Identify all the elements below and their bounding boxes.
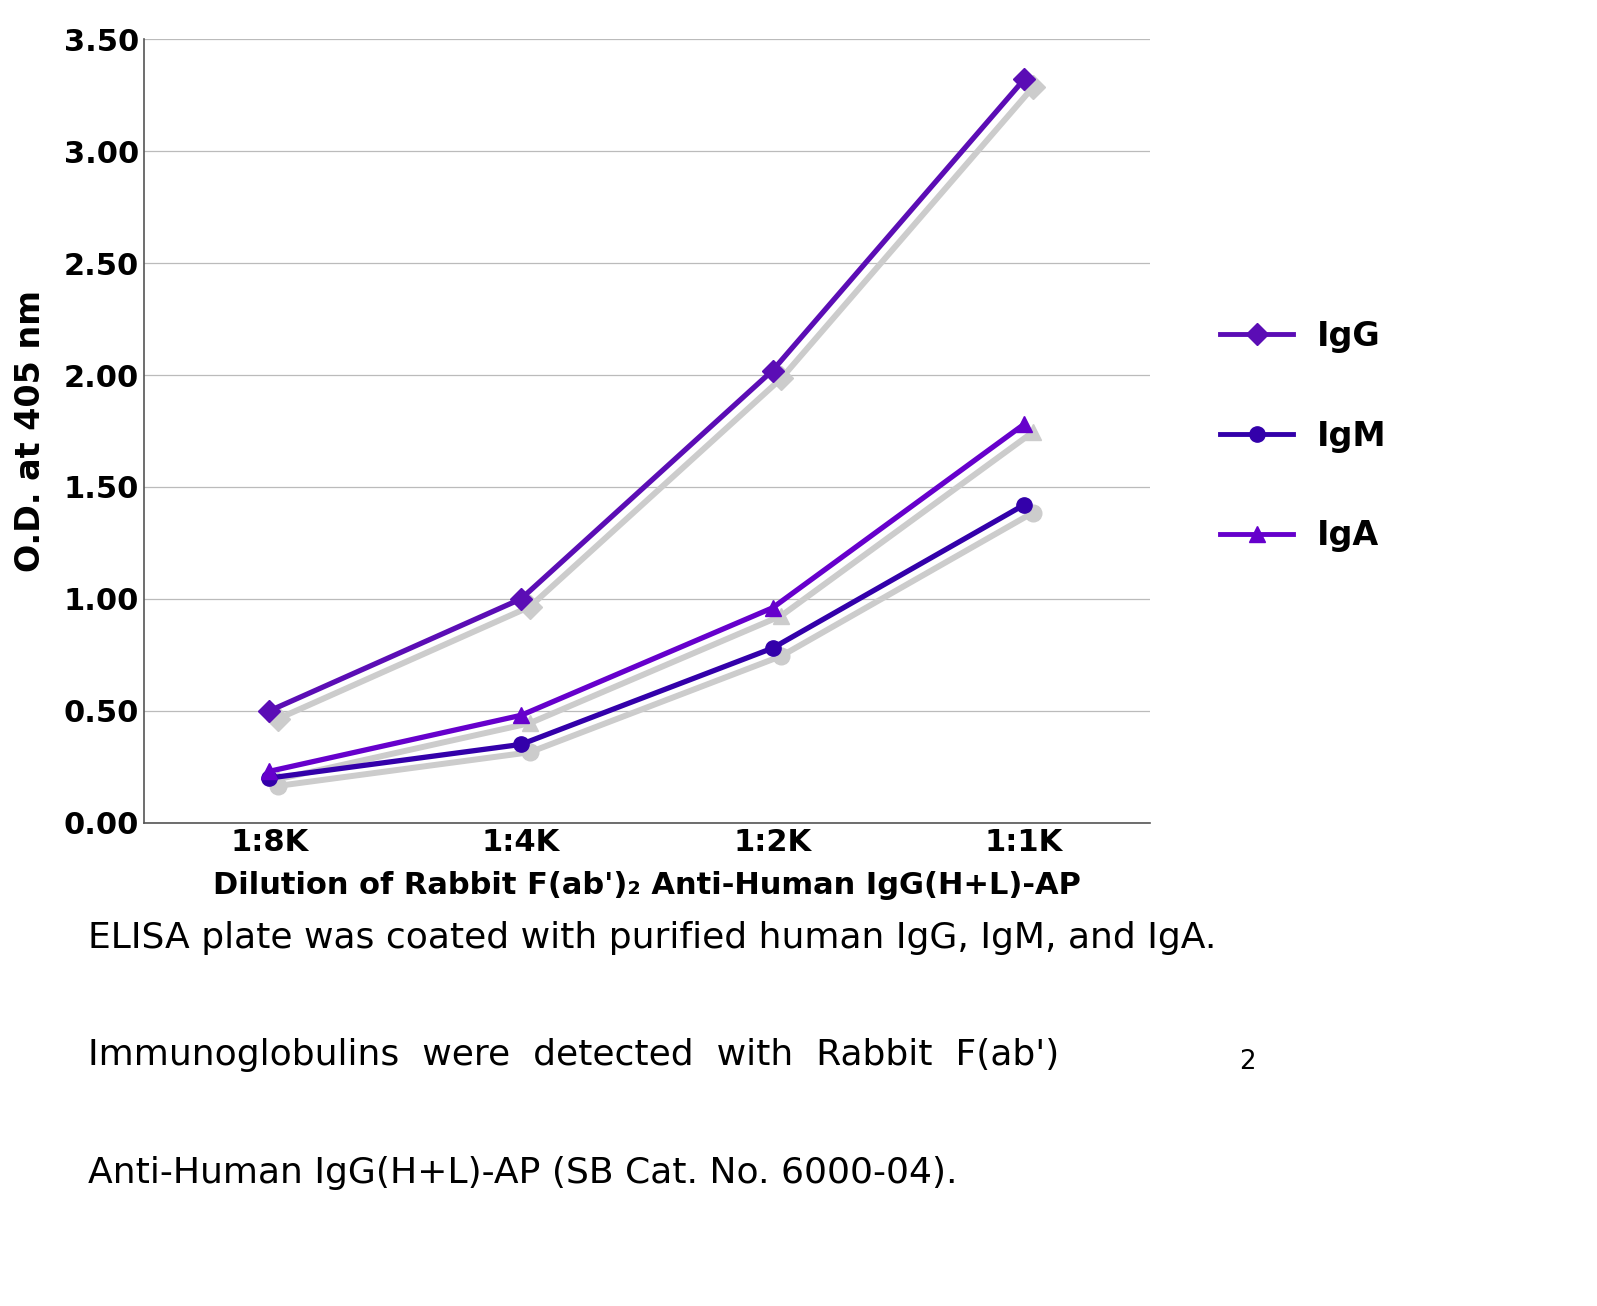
Text: ELISA plate was coated with purified human IgG, IgM, and IgA.: ELISA plate was coated with purified hum… — [88, 921, 1217, 955]
IgA — [763, 599, 783, 615]
IgA — [1014, 417, 1033, 432]
IgG — [763, 363, 783, 379]
Line: IgG: IgG — [262, 72, 1032, 718]
IgM — [1014, 498, 1033, 513]
Y-axis label: O.D. at 405 nm: O.D. at 405 nm — [14, 290, 46, 572]
IgM — [260, 771, 279, 786]
Text: Immunoglobulins  were  detected  with  Rabbit  F(ab'): Immunoglobulins were detected with Rabbi… — [88, 1038, 1059, 1072]
IgG — [1014, 72, 1033, 88]
IgG — [260, 703, 279, 718]
Line: IgM: IgM — [262, 498, 1032, 786]
Line: IgA: IgA — [262, 417, 1032, 778]
Text: Anti-Human IgG(H+L)-AP (SB Cat. No. 6000-04).: Anti-Human IgG(H+L)-AP (SB Cat. No. 6000… — [88, 1156, 957, 1190]
X-axis label: Dilution of Rabbit F(ab')₂ Anti-Human IgG(H+L)-AP: Dilution of Rabbit F(ab')₂ Anti-Human Ig… — [212, 871, 1081, 900]
IgA — [511, 708, 530, 724]
Legend: IgG, IgM, IgA: IgG, IgM, IgA — [1207, 307, 1399, 565]
IgA — [260, 764, 279, 780]
IgG — [511, 592, 530, 607]
IgM — [763, 640, 783, 656]
Text: 2: 2 — [1239, 1049, 1255, 1075]
IgM — [511, 737, 530, 752]
